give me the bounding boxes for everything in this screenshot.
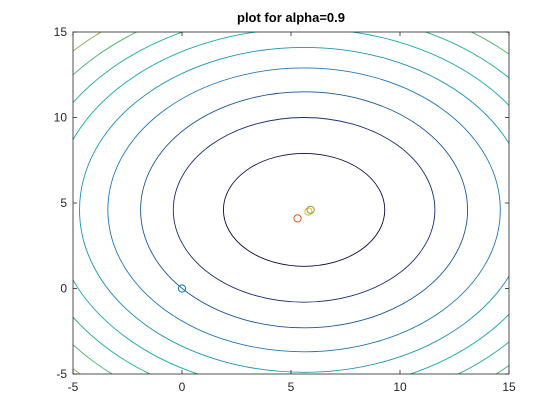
x-tick-label: 10	[393, 380, 407, 394]
axis-ticks: -5 0 5 10 15 -5 0 5 10 15	[54, 25, 516, 394]
data-point-4	[306, 205, 315, 214]
y-tick-label: 15	[54, 25, 68, 39]
contour-line-4	[107, 67, 501, 353]
data-point-2	[293, 214, 302, 223]
y-tick-label: 5	[60, 196, 67, 210]
data-points	[177, 205, 315, 293]
x-tick-label: 15	[502, 380, 516, 394]
chart-title: plot for alpha=0.9	[237, 10, 345, 25]
y-tick-label: -5	[56, 367, 67, 381]
contour-line-3	[140, 91, 469, 329]
x-tick-label: 5	[288, 380, 295, 394]
x-tick-label: 0	[179, 380, 186, 394]
axes-background	[73, 32, 509, 374]
data-point-3	[304, 207, 313, 216]
contour-line-1	[222, 152, 386, 267]
contour-line-5	[79, 46, 509, 373]
y-tick-label: 10	[54, 111, 68, 125]
y-tick-label: 0	[60, 282, 67, 296]
contour-line-2	[172, 117, 436, 303]
x-tick-label: -5	[68, 380, 79, 394]
data-point-1	[177, 284, 187, 293]
